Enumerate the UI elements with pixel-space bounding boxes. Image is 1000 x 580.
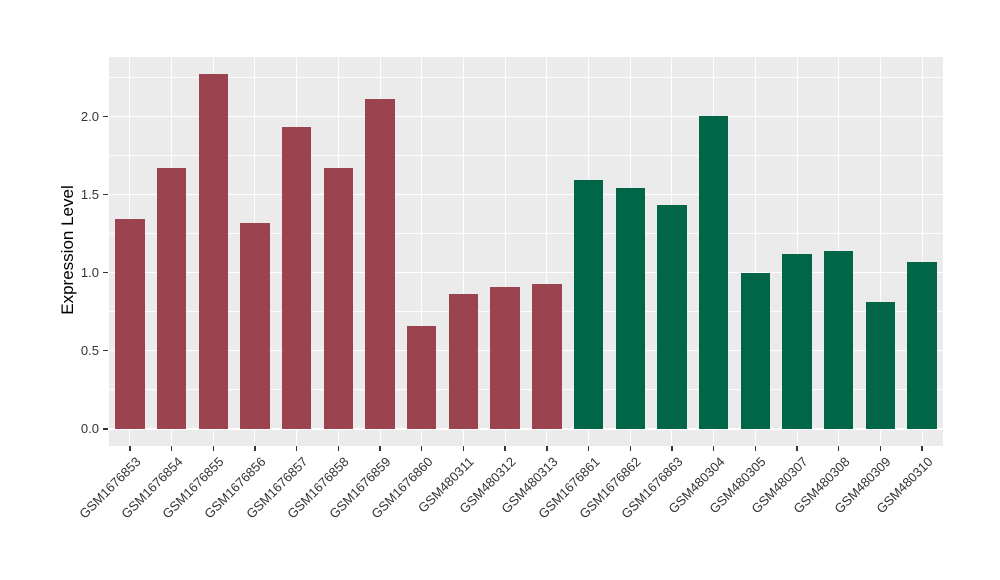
x-tick-mark — [796, 446, 798, 451]
x-tick-mark — [212, 446, 214, 451]
y-tick-label: 0.0 — [80, 421, 99, 437]
category-gridline — [879, 57, 881, 446]
major-gridline — [109, 193, 943, 196]
y-tick-label: 2.0 — [80, 108, 99, 124]
category-gridline — [754, 57, 756, 446]
x-tick-mark — [462, 446, 465, 451]
x-tick-mark — [295, 446, 298, 451]
x-tick-mark — [379, 446, 381, 451]
bar — [865, 302, 896, 429]
category-gridline — [796, 57, 798, 446]
category-gridline — [504, 57, 506, 446]
x-tick-mark — [129, 446, 131, 451]
bar — [365, 99, 395, 429]
bar — [448, 294, 479, 429]
y-tick-mark — [103, 350, 108, 352]
bar — [323, 167, 354, 429]
bar — [615, 188, 645, 429]
x-tick-mark — [671, 446, 673, 451]
x-tick-mark — [921, 446, 923, 451]
category-gridline — [546, 57, 548, 446]
x-tick-mark — [712, 446, 715, 451]
x-tick-mark — [754, 446, 757, 451]
bar — [532, 283, 562, 429]
bar — [740, 272, 771, 429]
minor-gridline — [109, 76, 943, 78]
category-gridline — [921, 57, 923, 446]
x-tick-mark — [629, 446, 631, 451]
major-gridline — [109, 349, 943, 352]
bar — [657, 205, 687, 429]
y-tick-mark — [103, 193, 108, 196]
bar — [240, 222, 270, 429]
bar — [281, 127, 312, 429]
y-tick-mark — [103, 428, 108, 430]
bar — [490, 286, 520, 429]
bar — [407, 325, 437, 429]
x-tick-mark — [546, 446, 548, 451]
bar — [698, 116, 729, 429]
bar — [198, 74, 228, 429]
bar — [115, 219, 145, 429]
x-tick-mark — [504, 446, 506, 451]
y-axis-title: Expression Level — [58, 185, 77, 315]
y-tick-label: 0.5 — [80, 343, 99, 359]
y-tick-mark — [103, 271, 108, 274]
bar — [782, 253, 812, 429]
y-tick-label: 1.0 — [80, 265, 99, 281]
x-tick-mark — [254, 446, 256, 451]
x-tick-mark — [170, 446, 173, 451]
plot-panel — [109, 57, 943, 446]
x-tick-mark — [587, 446, 590, 451]
category-gridline — [462, 57, 464, 446]
y-tick-mark — [103, 115, 108, 118]
major-gridline — [109, 271, 943, 274]
bar — [907, 261, 937, 429]
bar — [824, 250, 854, 429]
minor-gridline — [109, 154, 943, 156]
x-tick-mark — [337, 446, 340, 451]
y-tick-label: 1.5 — [80, 186, 99, 202]
x-tick-mark — [879, 446, 882, 451]
bar — [573, 180, 604, 429]
x-tick-mark — [421, 446, 423, 451]
major-gridline — [109, 428, 943, 430]
category-gridline — [421, 57, 423, 446]
bar — [156, 167, 187, 429]
minor-gridline — [109, 311, 943, 313]
minor-gridline — [109, 233, 943, 235]
major-gridline — [109, 115, 943, 118]
x-tick-mark — [838, 446, 840, 451]
minor-gridline — [109, 389, 943, 391]
